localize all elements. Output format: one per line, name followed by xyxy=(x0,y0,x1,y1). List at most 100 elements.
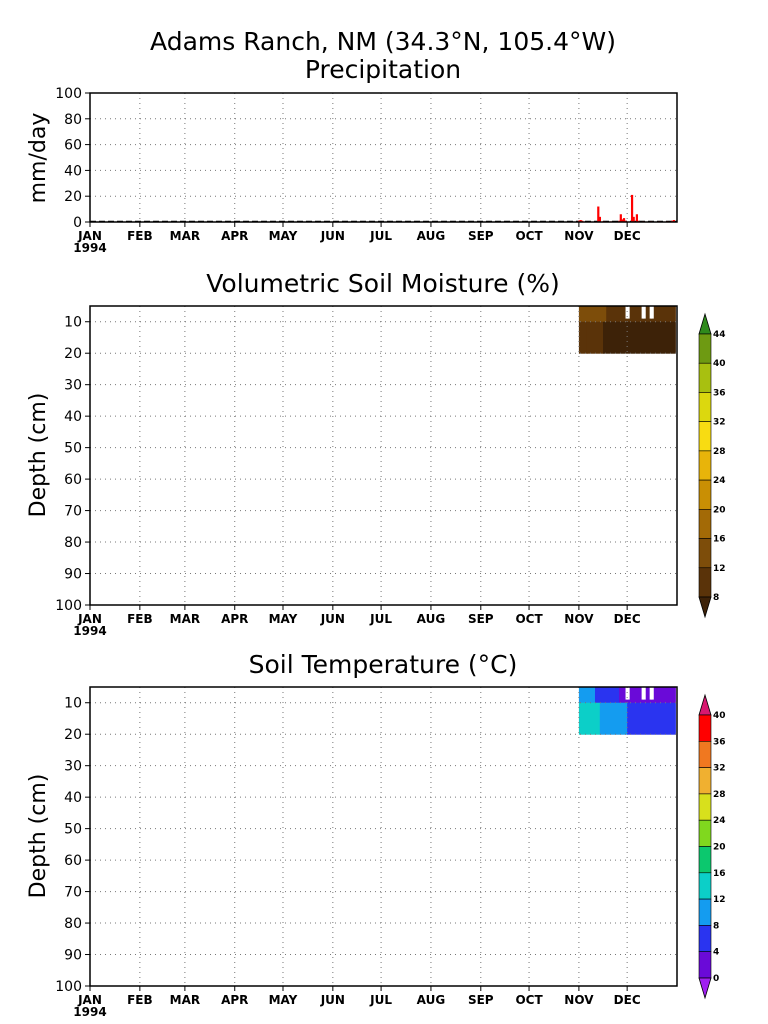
x-tick-label-sep: SEP xyxy=(468,229,494,243)
x-tick-label-dec: DEC xyxy=(614,229,641,243)
missing-data-gap xyxy=(641,306,645,319)
soil-temperature-frame xyxy=(89,686,678,987)
precip-bar xyxy=(597,206,600,222)
colorbar-segment xyxy=(698,819,712,847)
missing-data-gap xyxy=(649,687,653,700)
soil-moisture-cell xyxy=(586,321,604,354)
colorbar-segment xyxy=(698,925,712,953)
soil-temperature-cell xyxy=(594,687,620,704)
x-tick-label-may: MAY xyxy=(269,993,298,1007)
colorbar-max-arrow xyxy=(698,693,712,716)
x-tick-label-nov: NOV xyxy=(564,993,594,1007)
y-tick-label: 60 xyxy=(64,472,82,488)
precip-bar xyxy=(619,214,622,222)
y-tick-label: 40 xyxy=(64,790,82,806)
x-tick-label-mar: MAR xyxy=(170,993,200,1007)
colorbar-segment xyxy=(698,767,712,795)
y-tick-label: 80 xyxy=(64,535,82,551)
colorbar-tick-label: 28 xyxy=(713,790,726,800)
x-tick-label-nov: NOV xyxy=(564,229,594,243)
x-tick-label-aug: AUG xyxy=(417,993,446,1007)
precip-bar xyxy=(635,214,638,222)
colorbar-segment xyxy=(698,333,712,364)
colorbar-tick-label: 12 xyxy=(713,895,726,905)
x-tick-label-feb: FEB xyxy=(127,229,153,243)
colorbar-segment xyxy=(698,793,712,821)
x-tick-label-jul: JUL xyxy=(369,993,392,1007)
soil-temperature-cell xyxy=(627,702,676,735)
soil-moisture-colorbar: 8 12 16 20 24 28 32 36 40 44 xyxy=(698,312,726,619)
colorbar-segment xyxy=(698,951,712,979)
missing-data-gap xyxy=(625,687,629,700)
x-tick-label-aug: AUG xyxy=(417,229,446,243)
colorbar-tick-label: 4 xyxy=(713,948,719,958)
x-tick-label-oct: OCT xyxy=(515,612,543,626)
precipitation-y-label: mm/day xyxy=(26,113,51,204)
precip-frame xyxy=(89,92,678,223)
precip-bar xyxy=(598,216,602,222)
colorbar-segment xyxy=(698,567,712,598)
y-tick-label: 40 xyxy=(64,163,82,179)
y-tick-label: 20 xyxy=(64,189,82,205)
y-tick-label: 30 xyxy=(64,759,82,775)
x-tick-label-jan: JAN xyxy=(77,229,102,243)
colorbar-min-arrow xyxy=(698,596,712,619)
colorbar-segment xyxy=(698,538,712,569)
x-tick-label-jan: JAN xyxy=(77,612,102,626)
colorbar-tick-label: 20 xyxy=(713,843,726,853)
colorbar-tick-label: 36 xyxy=(713,737,726,747)
soil-moisture-cell xyxy=(578,306,591,323)
colorbar-segment xyxy=(698,740,712,768)
missing-data-gap xyxy=(627,306,630,319)
x-tick-label-jun: JUN xyxy=(320,612,345,626)
soil-moisture-cell xyxy=(606,306,627,323)
x-tick-label-oct: OCT xyxy=(515,229,543,243)
precip-bar xyxy=(630,194,634,222)
missing-data-gap xyxy=(651,306,654,319)
y-tick-label: 70 xyxy=(64,504,82,520)
y-tick-label: 20 xyxy=(64,727,82,743)
y-tick-label: 50 xyxy=(64,441,82,457)
x-tick-label-apr: APR xyxy=(221,993,248,1007)
missing-data-gap xyxy=(651,687,654,700)
soil-temperature-title: Soil Temperature (°C) xyxy=(249,650,518,679)
x-tick-label-may: MAY xyxy=(269,612,298,626)
precip-bar xyxy=(632,216,635,222)
x-tick-label-jun: JUN xyxy=(320,229,345,243)
y-tick-label: 90 xyxy=(64,567,82,583)
missing-data-gap xyxy=(641,687,645,700)
precipitation-panel: 0 20 40 60 80 100 JAN FEB MAR APR MAY JUN JUL AUG SEP O… xyxy=(55,86,678,255)
precip-bar xyxy=(579,220,582,222)
missing-data-gap xyxy=(649,306,653,319)
soil-temperature-cell xyxy=(578,702,601,735)
x-year-label: 1994 xyxy=(73,624,106,638)
x-tick-label-may: MAY xyxy=(269,229,298,243)
x-tick-label-sep: SEP xyxy=(468,993,494,1007)
colorbar-segment xyxy=(698,714,712,742)
missing-data-gap xyxy=(643,306,646,319)
colorbar-segment xyxy=(698,421,712,452)
y-tick-label: 60 xyxy=(64,853,82,869)
y-tick-label: 30 xyxy=(64,378,82,394)
colorbar-tick-label: 24 xyxy=(713,816,726,826)
colorbar-tick-label: 24 xyxy=(713,476,726,486)
missing-data-gap xyxy=(627,687,630,700)
colorbar-segment xyxy=(698,872,712,900)
x-tick-label-apr: APR xyxy=(221,229,248,243)
y-tick-label: 80 xyxy=(64,112,82,128)
figure-title: Adams Ranch, NM (34.3°N, 105.4°W) xyxy=(150,27,616,56)
colorbar-tick-label: 12 xyxy=(713,564,726,574)
x-tick-label-jul: JUL xyxy=(369,612,392,626)
x-tick-label-apr: APR xyxy=(221,612,248,626)
colorbar-tick-label: 44 xyxy=(713,330,726,340)
x-tick-label-mar: MAR xyxy=(170,229,200,243)
colorbar-tick-label: 40 xyxy=(713,711,726,721)
colorbar-segment xyxy=(698,846,712,874)
soil-temperature-colorbar: 0 4 8 12 16 20 24 28 32 36 40 xyxy=(698,693,726,1000)
colorbar-min-arrow xyxy=(698,977,712,1000)
x-tick-label-dec: DEC xyxy=(614,612,641,626)
soil-moisture-cell xyxy=(603,321,676,354)
colorbar-segment xyxy=(698,509,712,539)
